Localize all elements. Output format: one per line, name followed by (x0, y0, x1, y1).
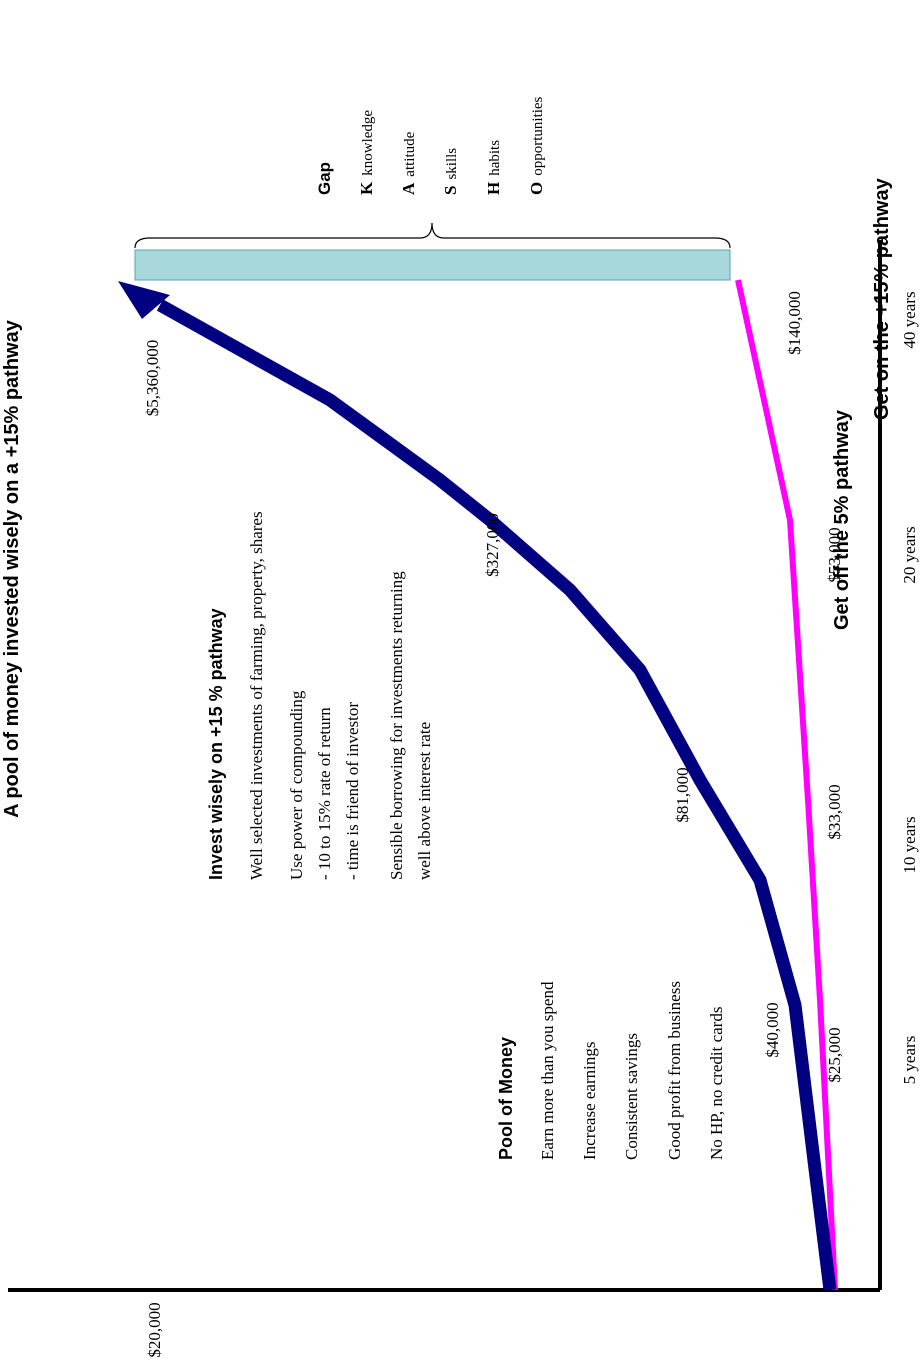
gap-word: attitude (402, 131, 418, 176)
invest-title: Invest wisely on +15 % pathway (206, 608, 226, 880)
pathway-heading: Get on the +15% pathway (871, 177, 893, 420)
pathway-heading: Get off the 5% pathway (831, 409, 853, 630)
value-label: $53,000 (825, 527, 844, 582)
x-label: 10 years (900, 816, 919, 873)
pool-title: Pool of Money (496, 1037, 516, 1160)
gap-item: Oopportunities (527, 96, 546, 195)
gap-item: Sskills (441, 148, 460, 195)
pool-item: Good profit from business (665, 981, 684, 1160)
value-label: $25,000 (825, 1027, 844, 1082)
gap-bar (134, 249, 731, 281)
gap-word: skills (444, 148, 460, 180)
gap-letter: K (357, 181, 376, 195)
gap-item: Aattitude (399, 131, 418, 195)
x-label: 40 years (900, 291, 919, 348)
title: A pool of money invested wisely on a +15… (1, 319, 23, 818)
invest-line: Sensible borrowing for investments retur… (387, 571, 406, 880)
invest-line: - 10 to 15% rate of return (315, 707, 334, 880)
invest-line: well above interest rate (415, 722, 434, 880)
origin-label: $20,000 (145, 1302, 164, 1357)
value-label: $5,360,000 (143, 340, 162, 417)
x-label: 5 years (900, 1036, 919, 1085)
pool-item: Consistent savings (622, 1033, 641, 1160)
invest-line: - time is friend of investor (343, 702, 362, 880)
rotated-content: A pool of money invested wisely on a +15… (1, 96, 919, 1357)
value-label: $40,000 (763, 1002, 782, 1057)
x-label: 20 years (900, 526, 919, 583)
gap-word: knowledge (360, 110, 376, 176)
gap-letter: H (484, 182, 503, 195)
pool-item: Earn more than you spend (538, 981, 557, 1160)
gap-word: opportunities (530, 96, 546, 175)
gap-letter: A (399, 182, 418, 195)
pool-item: Increase earnings (580, 1042, 599, 1160)
gap-letter: S (441, 186, 460, 195)
value-label: $140,000 (785, 291, 804, 355)
value-label: $81,000 (673, 767, 692, 822)
invest-line: Use power of compounding (287, 690, 306, 880)
lower-curve (735, 279, 838, 1291)
gap-item: Hhabits (484, 140, 503, 195)
gap-brace (134, 222, 731, 249)
value-label: $33,000 (825, 784, 844, 839)
gap-item: Kknowledge (357, 110, 376, 195)
value-label: $327,000 (483, 513, 502, 577)
upper-curve (156, 299, 837, 1291)
gap-word: habits (487, 140, 503, 176)
invest-line: Well selected investments of farming, pr… (247, 511, 266, 880)
pool-item: No HP, no credit cards (707, 1007, 726, 1160)
gap-letter: O (527, 182, 546, 195)
gap-title: Gap (315, 162, 334, 195)
arrow-head (118, 281, 170, 319)
